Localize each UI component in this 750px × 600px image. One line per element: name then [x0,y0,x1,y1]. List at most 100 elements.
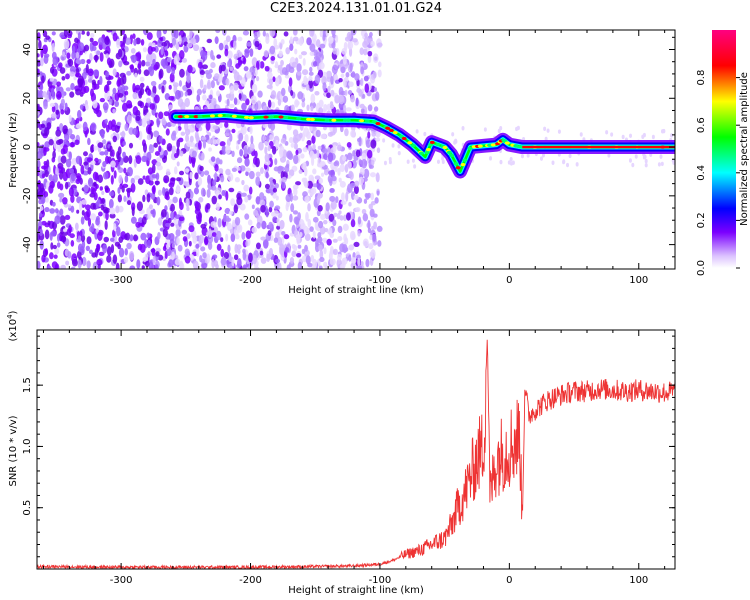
noise-speck [266,253,271,263]
ridge-hotspot [477,144,483,148]
noise-speck [605,130,609,135]
noise-speck [304,244,308,252]
noise-speck [332,47,338,55]
noise-speck [345,191,349,202]
noise-speck [243,184,250,192]
noise-speck [225,190,229,201]
noise-speck [115,262,120,269]
noise-speck [285,47,291,55]
noise-speck [311,135,316,144]
noise-speck [268,78,274,86]
noise-speck [234,243,239,254]
noise-speck [165,243,170,250]
noise-speck [262,30,266,37]
noise-speck [263,50,269,58]
noise-speck [279,243,285,253]
noise-speck [329,187,335,193]
noise-speck [65,260,70,266]
noise-speck [113,222,117,232]
noise-speck [194,131,199,140]
ridge-hotspot [425,148,431,152]
noise-speck [273,210,280,217]
noise-speck [212,179,217,187]
noise-speck [298,54,303,60]
noise-speck [297,91,304,100]
noise-speck [193,187,199,195]
noise-speck [376,147,381,154]
noise-speck [54,248,60,255]
noise-speck [329,104,335,110]
noise-speck [77,75,84,86]
noise-speck [126,166,133,177]
noise-speck [123,195,127,202]
noise-speck [90,92,97,103]
noise-speck [211,232,217,237]
noise-speck [197,61,203,69]
noise-speck [77,259,82,269]
noise-speck [38,39,42,50]
noise-speck [343,214,347,222]
noise-speck [56,233,61,242]
noise-speck [184,91,188,97]
noise-speck [309,150,315,159]
noise-speck [239,203,246,211]
noise-speck [269,30,276,37]
noise-speck [344,128,349,137]
noise-speck [88,249,93,254]
noise-speck [207,79,211,89]
noise-speck [249,48,254,57]
noise-speck [415,129,419,134]
noise-speck [90,213,97,221]
noise-speck [89,37,94,43]
noise-speck [365,193,370,200]
noise-speck [322,34,326,41]
noise-speck [298,169,303,174]
noise-speck [566,162,570,168]
noise-speck [376,190,380,196]
noise-speck [43,55,49,64]
noise-speck [165,222,170,227]
noise-speck [279,42,283,50]
noise-speck [254,150,258,159]
noise-speck [362,213,369,222]
snr-panel: -300 -200 -100 0 100 0.5 1.0 1.5 Height of str… [6,310,676,596]
noise-speck [260,257,267,264]
noise-speck [144,260,150,268]
noise-speck [55,90,62,100]
noise-speck [329,258,336,266]
noise-speck [93,69,100,77]
noise-speck [112,254,118,265]
colorbar-tick-label: 0.8 [696,70,707,86]
noise-speck [59,208,64,216]
noise-speck [225,35,231,43]
noise-speck [168,104,173,110]
noise-speck [90,32,95,38]
noise-speck [382,138,386,143]
noise-speck [295,100,300,106]
noise-speck [651,134,655,140]
noise-speck [70,205,75,213]
noise-speck [71,45,76,54]
noise-speck [141,216,147,225]
noise-speck [139,76,145,82]
noise-speck [229,85,235,95]
x-tick-label: 100 [629,575,648,586]
noise-speck [298,36,304,46]
noise-speck [372,233,377,243]
noise-speck [370,159,375,166]
noise-speck [96,258,103,266]
ridge-hotspot [283,115,289,120]
noise-speck [60,54,67,61]
noise-speck [347,183,353,193]
noise-speck [104,155,110,165]
noise-speck [228,103,235,108]
noise-speck [58,62,63,69]
noise-speck [309,51,315,57]
noise-speck [42,91,47,98]
noise-speck [155,251,160,257]
noise-speck [192,235,198,244]
noise-speck [258,141,264,151]
noise-speck [370,40,375,47]
noise-speck [284,165,290,173]
noise-speck [37,160,41,169]
